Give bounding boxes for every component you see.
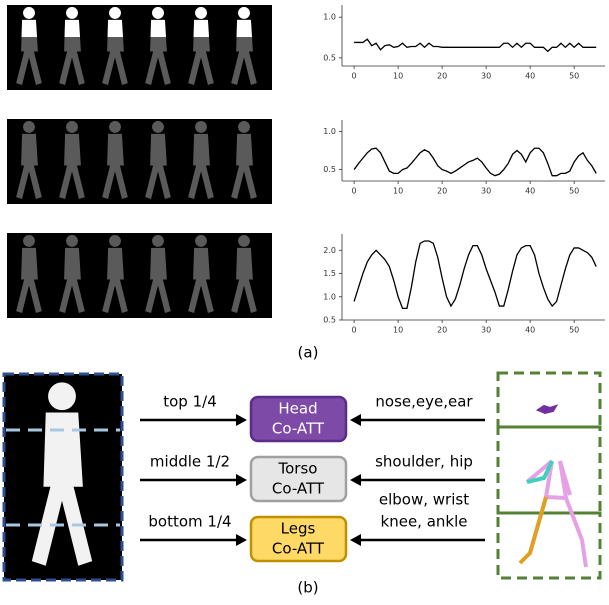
strip xyxy=(7,5,272,90)
caption: (a) xyxy=(298,344,319,362)
x-tick-label: 0 xyxy=(352,72,357,81)
x-tick-label: 0 xyxy=(352,187,357,196)
strip xyxy=(7,119,272,204)
y-tick-label: 0.5 xyxy=(323,53,336,62)
y-tick-label: 0.5 xyxy=(323,165,336,174)
caption: (b) xyxy=(297,579,318,597)
y-tick-label: 1.0 xyxy=(323,13,336,22)
x-tick-label: 50 xyxy=(569,72,579,81)
x-tick-label: 40 xyxy=(525,326,535,335)
arrow-head xyxy=(236,474,247,486)
region-label: bottom 1/4 xyxy=(148,513,231,531)
keypoint-panel xyxy=(498,373,600,578)
x-tick-label: 30 xyxy=(481,326,491,335)
line-chart: 0.5 1.0 1.5 2.0 0 10 20 30 40 50 xyxy=(323,234,605,335)
arrow-head xyxy=(350,474,361,486)
line-chart: 0.5 1.0 0 10 20 30 40 50 xyxy=(323,120,605,196)
module-label: Co-ATT xyxy=(272,420,325,438)
strip xyxy=(7,233,272,318)
x-tick-label: 40 xyxy=(525,187,535,196)
x-tick-label: 20 xyxy=(437,187,447,196)
x-tick-label: 20 xyxy=(437,326,447,335)
x-tick-label: 10 xyxy=(393,326,403,335)
keypoint-label: knee, ankle xyxy=(381,513,468,531)
module-label: Torso xyxy=(278,460,318,478)
arrow-head xyxy=(236,414,247,426)
x-tick-label: 10 xyxy=(393,187,403,196)
module-label: Head xyxy=(278,400,317,418)
silhouette-panel xyxy=(4,374,122,580)
x-tick-label: 30 xyxy=(481,187,491,196)
charts: 0.5 1.0 0 10 20 30 40 50 0.5 1.0 0 10 20 30 40 50 0.5 1.0… xyxy=(323,5,605,335)
region-label: top 1/4 xyxy=(163,393,217,411)
y-tick-label: 1.0 xyxy=(323,292,336,301)
y-tick-label: 1.5 xyxy=(323,269,336,278)
arrow-head xyxy=(236,534,247,546)
x-tick-label: 20 xyxy=(437,72,447,81)
figure: 0.5 1.0 0 10 20 30 40 50 0.5 1.0 0 10 20 30 40 50 0.5 1.0… xyxy=(0,0,609,601)
keypoint-label: shoulder, hip xyxy=(375,453,473,471)
x-tick-label: 40 xyxy=(525,72,535,81)
x-tick-label: 50 xyxy=(569,187,579,196)
x-tick-label: 30 xyxy=(481,72,491,81)
series-line xyxy=(354,39,596,51)
x-tick-label: 10 xyxy=(393,72,403,81)
arrow-head xyxy=(350,534,361,546)
line-chart: 0.5 1.0 0 10 20 30 40 50 xyxy=(323,5,605,81)
x-tick-label: 0 xyxy=(352,326,357,335)
silhouette-strips xyxy=(7,5,272,318)
y-tick-label: 0.5 xyxy=(323,316,336,325)
y-tick-label: 2.0 xyxy=(323,246,336,255)
series-line xyxy=(354,241,596,308)
keypoint-label: elbow, wrist xyxy=(379,491,469,509)
y-tick-label: 1.0 xyxy=(323,127,336,136)
arrow-head xyxy=(350,414,361,426)
series-line xyxy=(354,148,596,175)
module-label: Co-ATT xyxy=(272,480,325,498)
diagram: top 1/4 Head Co-ATT nose,eye,ear middle 1/2 T… xyxy=(140,393,485,562)
x-tick-label: 50 xyxy=(569,326,579,335)
module-label: Legs xyxy=(281,520,316,538)
region-label: middle 1/2 xyxy=(150,453,230,471)
module-label: Co-ATT xyxy=(272,540,325,558)
keypoint-label: nose,eye,ear xyxy=(375,393,473,411)
